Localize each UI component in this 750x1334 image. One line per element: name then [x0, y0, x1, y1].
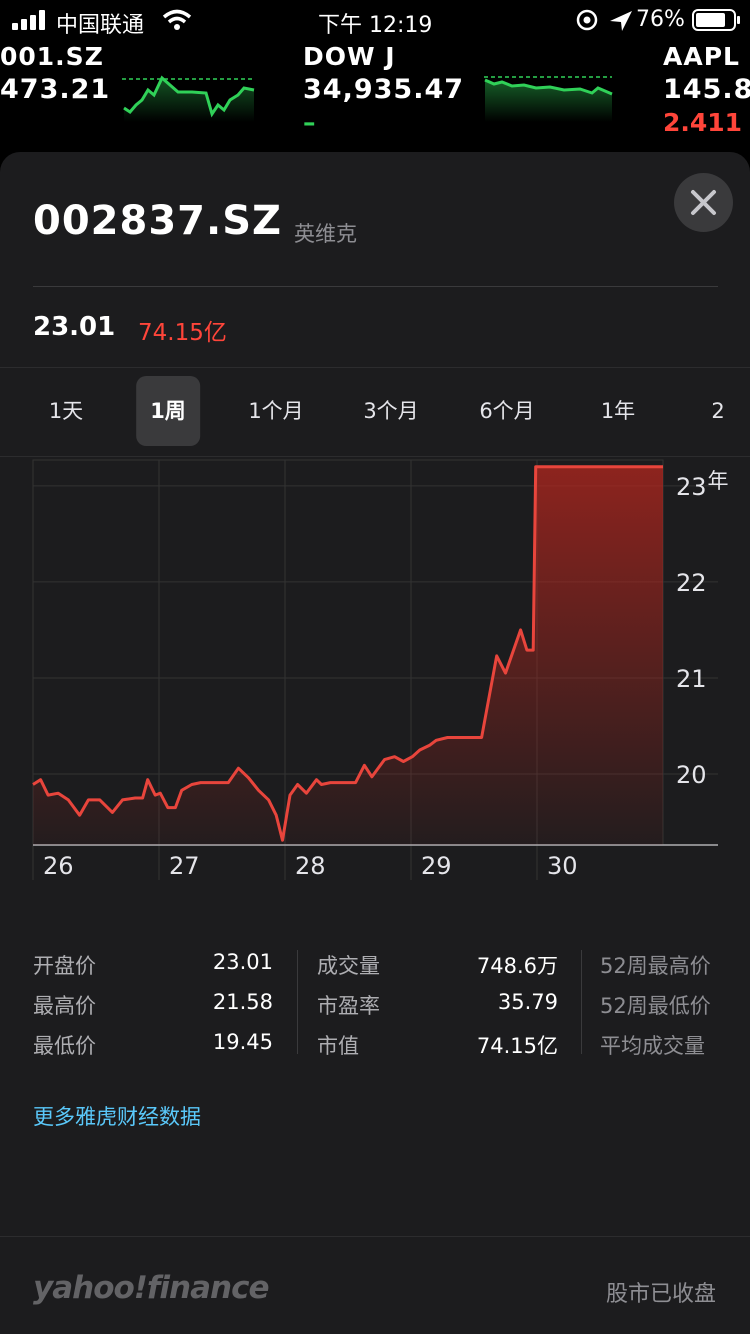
footer-divider: [0, 1236, 750, 1237]
y-tick-label: 20: [676, 761, 707, 789]
ticker-symbol: 001.SZ: [0, 42, 104, 71]
close-icon: [691, 190, 716, 215]
x-tick-label: 30: [547, 852, 578, 880]
company-name: 英维克: [294, 222, 357, 246]
sparkline: [484, 76, 613, 122]
stat-value: 21.58: [212, 990, 273, 1014]
divider: [33, 286, 718, 287]
stat-label: 平均成交量: [600, 1034, 705, 1058]
range-tab[interactable]: 2年: [707, 399, 729, 493]
range-tab[interactable]: 1个月: [248, 399, 304, 423]
range-tabs: 1天 1周 1个月 3个月 6个月 1年 2年: [0, 367, 750, 493]
stat-value: 23.01: [212, 950, 273, 974]
close-button[interactable]: [674, 173, 733, 232]
stat-label: 最高价: [33, 994, 96, 1018]
ticker-price: 473.21: [0, 74, 111, 105]
battery-icon: [692, 9, 740, 31]
range-tab[interactable]: 1天: [48, 399, 84, 423]
ticker-symbol: DOW J: [303, 42, 396, 71]
ticker-change: 2.411: [663, 108, 743, 137]
status-icons: [576, 9, 632, 31]
stat-value: 35.79: [497, 990, 558, 1014]
stat-label: 52周最高价: [600, 954, 711, 978]
price: 23.01: [33, 312, 116, 342]
y-tick-label: 23: [676, 473, 707, 501]
price-line: [32, 465, 663, 842]
stat-label: 开盘价: [33, 954, 96, 978]
column-separator: [581, 950, 582, 1054]
market-status: 股市已收盘: [605, 1282, 716, 1307]
range-tab[interactable]: 6个月: [479, 399, 535, 423]
x-tick-label: 29: [421, 852, 452, 880]
stat-value: 748.6万: [476, 954, 558, 978]
price-chart: 20 21 22 23 26 27 28 29 30: [32, 459, 718, 880]
stat-value: 74.15亿: [476, 1034, 558, 1058]
ticker-price: 34,935.47: [303, 74, 465, 105]
wifi-icon: [162, 9, 192, 30]
ticker-symbol: AAPL: [663, 42, 740, 71]
stat-label: 52周最低价: [600, 994, 711, 1018]
y-tick-label: 22: [676, 569, 707, 597]
x-tick-label: 28: [295, 852, 326, 880]
x-tick-label: 27: [169, 852, 200, 880]
stat-label: 最低价: [33, 1034, 96, 1058]
range-tab[interactable]: 1周: [136, 376, 200, 446]
battery-percent: 76%: [636, 7, 685, 32]
symbol: 002837.SZ: [33, 198, 282, 244]
stat-label: 市值: [317, 1034, 359, 1058]
yahoo-logo: yahoo!finance: [33, 1270, 269, 1306]
clock: 下午 12:19: [318, 13, 433, 38]
stat-value: 19.45: [212, 1030, 273, 1054]
ticker-price: 145.8: [663, 74, 750, 105]
stat-label: 市盈率: [317, 994, 380, 1018]
carrier: 中国联通: [56, 13, 145, 38]
range-tab[interactable]: 1年: [600, 399, 636, 423]
status-bar: 中国联通 下午 12:19 76%: [0, 0, 750, 40]
x-tick-label: 26: [43, 852, 74, 880]
signal-icon: [12, 10, 45, 30]
stat-label: 成交量: [317, 954, 380, 978]
range-tab[interactable]: 3个月: [363, 399, 419, 423]
price-area: [33, 466, 663, 845]
sparkline: [122, 75, 255, 122]
column-separator: [297, 950, 298, 1054]
more-link[interactable]: 更多雅虎财经数据: [33, 1105, 201, 1129]
y-tick-label: 21: [676, 665, 707, 693]
ticker-change: –: [303, 108, 316, 137]
market-cap: 74.15亿: [138, 320, 227, 346]
